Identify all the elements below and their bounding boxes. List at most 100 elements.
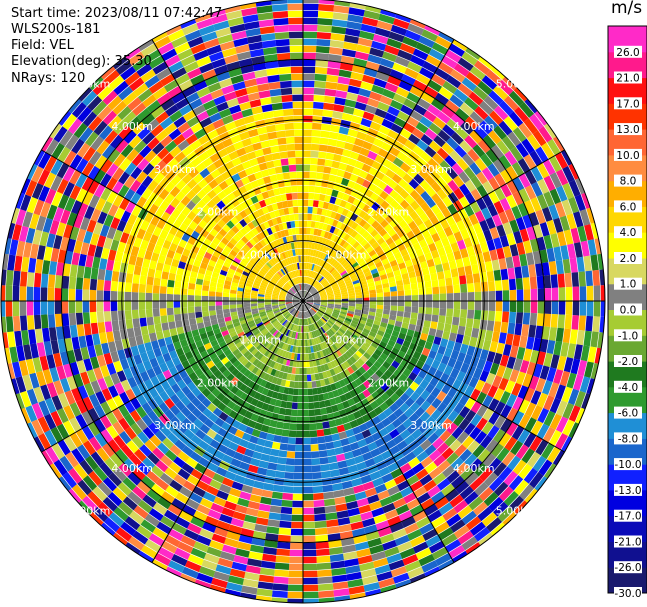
velocity-gate — [279, 306, 287, 310]
velocity-gate — [233, 257, 241, 264]
velocity-gate — [256, 415, 265, 425]
velocity-gate — [214, 332, 223, 340]
velocity-gate — [436, 413, 448, 426]
velocity-gate — [317, 286, 324, 292]
velocity-gate — [282, 422, 291, 430]
velocity-gate — [487, 204, 498, 217]
velocity-gate — [154, 553, 171, 566]
velocity-gate — [38, 152, 51, 169]
velocity-gate — [420, 400, 431, 411]
velocity-gate — [124, 516, 141, 531]
velocity-gate — [227, 253, 236, 261]
velocity-gate — [323, 314, 330, 320]
velocity-gate — [583, 330, 592, 347]
velocity-gate — [310, 278, 315, 285]
velocity-gate — [271, 590, 288, 598]
velocity-gate — [288, 31, 303, 39]
velocity-gate — [192, 215, 202, 225]
velocity-gate — [453, 250, 462, 261]
velocity-gate — [221, 249, 230, 257]
velocity-gate — [210, 502, 224, 514]
velocity-gate — [234, 504, 248, 514]
velocity-gate — [108, 472, 122, 487]
velocity-gate — [404, 560, 422, 573]
velocity-gate — [303, 339, 306, 347]
velocity-gate — [402, 36, 419, 48]
velocity-gate — [152, 86, 168, 100]
velocity-gate — [303, 479, 313, 487]
velocity-gate — [346, 358, 354, 366]
velocity-gate — [389, 402, 399, 413]
velocity-gate — [196, 392, 207, 403]
velocity-gate — [400, 267, 408, 275]
velocity-gate — [345, 350, 353, 358]
velocity-gate — [176, 422, 188, 434]
velocity-gate — [303, 535, 316, 543]
velocity-gate — [317, 258, 322, 266]
velocity-gate — [481, 512, 498, 527]
velocity-gate — [317, 310, 324, 316]
velocity-gate — [311, 263, 315, 271]
velocity-gate — [344, 277, 351, 283]
velocity-gate — [300, 304, 303, 312]
velocity-gate — [414, 184, 426, 196]
velocity-gate — [251, 268, 259, 275]
velocity-gate — [556, 169, 569, 186]
velocity-gate — [305, 241, 310, 249]
velocity-gate — [494, 311, 503, 322]
velocity-gate — [239, 277, 247, 283]
velocity-gate — [372, 557, 389, 568]
velocity-gate — [153, 316, 161, 325]
velocity-gate — [60, 236, 70, 251]
velocity-gate — [431, 98, 445, 111]
velocity-gate — [155, 478, 169, 491]
velocity-gate — [593, 301, 601, 317]
velocity-gate — [63, 436, 77, 452]
velocity-gate — [445, 100, 460, 113]
velocity-gate — [235, 389, 244, 398]
velocity-gate — [332, 270, 339, 277]
velocity-gate — [259, 363, 266, 371]
velocity-gate — [161, 48, 178, 62]
velocity-gate — [294, 465, 303, 473]
velocity-gate — [330, 383, 337, 391]
velocity-gate — [212, 473, 225, 484]
velocity-gate — [347, 327, 355, 334]
velocity-gate — [312, 280, 318, 287]
velocity-gate — [371, 507, 385, 518]
velocity-gate — [396, 364, 406, 373]
velocity-gate — [273, 308, 280, 313]
velocity-gate — [333, 307, 341, 311]
velocity-gate — [315, 422, 324, 430]
velocity-gate — [303, 290, 306, 298]
velocity-gate — [362, 451, 373, 461]
velocity-gate — [298, 206, 303, 214]
velocity-gate — [334, 322, 342, 328]
velocity-gate — [164, 534, 181, 548]
velocity-gate — [498, 486, 514, 502]
velocity-gate — [462, 435, 475, 449]
velocity-gate — [287, 293, 294, 297]
velocity-gate — [319, 291, 326, 295]
velocity-gate — [314, 408, 322, 416]
velocity-gate — [169, 366, 179, 377]
velocity-gate — [186, 178, 198, 190]
velocity-gate — [371, 40, 387, 51]
velocity-gate — [103, 375, 114, 388]
velocity-gate — [549, 413, 562, 430]
velocity-gate — [152, 527, 168, 541]
velocity-gate — [223, 312, 231, 318]
velocity-gate — [190, 468, 203, 480]
velocity-gate — [319, 350, 325, 358]
velocity-gate — [258, 307, 265, 311]
velocity-gate — [337, 517, 351, 526]
velocity-gate — [198, 151, 210, 162]
velocity-gate — [75, 414, 88, 429]
velocity-gate — [303, 500, 314, 508]
velocity-gate — [263, 357, 270, 365]
velocity-gate — [243, 350, 251, 358]
velocity-gate — [271, 319, 279, 326]
velocity-gate — [195, 311, 203, 318]
velocity-gate — [434, 165, 446, 177]
velocity-gate — [340, 270, 347, 276]
